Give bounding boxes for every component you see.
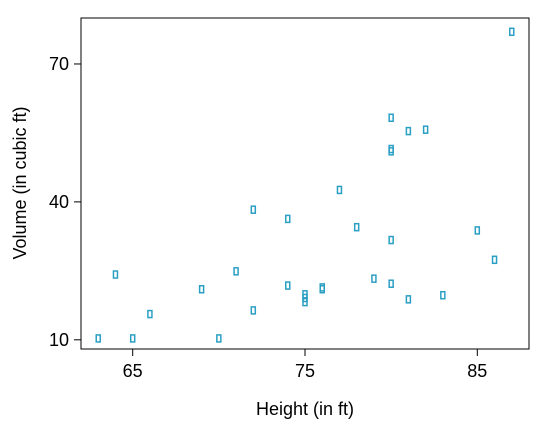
data-point xyxy=(129,334,136,343)
data-point xyxy=(250,306,257,315)
axes: 65 75 85 10 40 70 xyxy=(49,54,487,381)
y-tick-label: 70 xyxy=(49,54,69,74)
data-point xyxy=(112,270,119,279)
y-tick-label: 40 xyxy=(49,192,69,212)
data-point xyxy=(216,334,222,343)
data-point xyxy=(388,144,394,154)
data-point xyxy=(319,283,325,292)
y-tick-label: 10 xyxy=(49,330,69,350)
data-point xyxy=(388,113,394,123)
data-point xyxy=(388,279,394,288)
x-axis-title: Height (in ft) xyxy=(256,399,354,419)
data-point xyxy=(509,27,515,37)
data-point xyxy=(233,267,239,276)
data-points xyxy=(95,27,515,343)
data-point xyxy=(440,290,446,300)
data-point xyxy=(95,334,101,343)
x-tick-label: 65 xyxy=(123,361,143,381)
data-point xyxy=(302,290,308,299)
data-point xyxy=(353,222,360,232)
data-point xyxy=(250,205,257,214)
data-point xyxy=(285,281,291,290)
data-point xyxy=(371,274,377,283)
data-point xyxy=(336,185,343,195)
data-point xyxy=(491,255,498,265)
data-point xyxy=(388,235,394,245)
data-point xyxy=(405,126,412,136)
x-tick-label: 85 xyxy=(467,361,487,381)
x-tick-label: 75 xyxy=(295,361,315,381)
data-point xyxy=(198,284,205,294)
y-axis-title: Volume (in cubic ft) xyxy=(10,106,30,259)
data-point xyxy=(474,226,481,235)
data-point xyxy=(147,309,153,319)
data-point xyxy=(422,125,429,134)
data-point xyxy=(405,295,412,304)
data-point xyxy=(285,214,291,224)
